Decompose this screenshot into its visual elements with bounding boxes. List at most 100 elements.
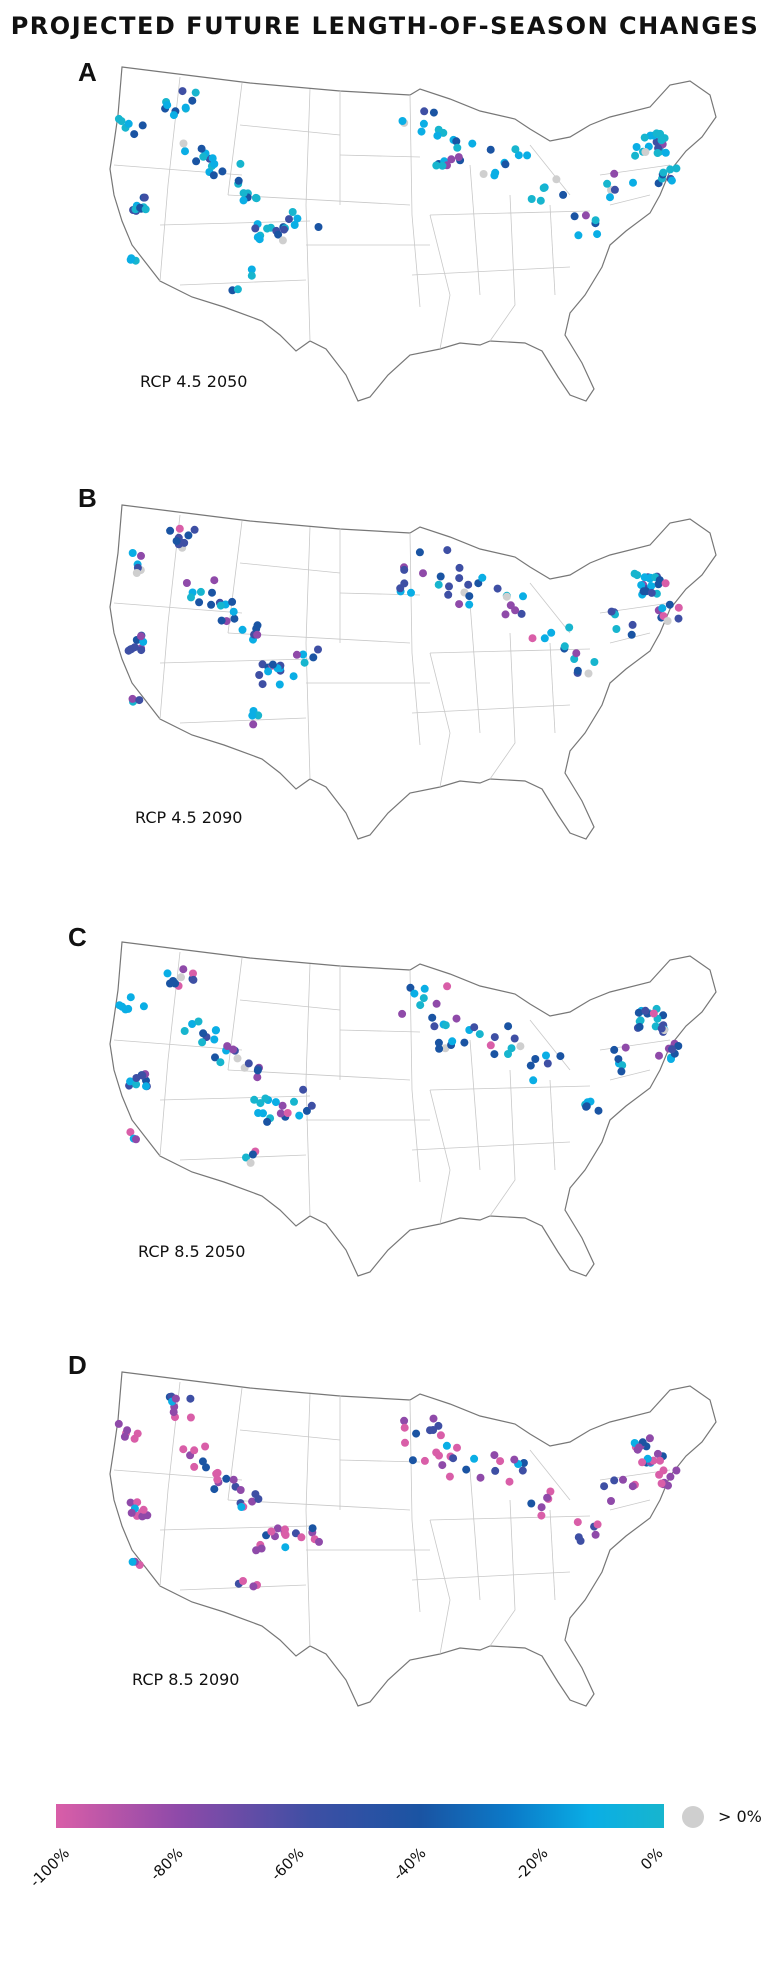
panel-letter: B [78,483,97,513]
site-dot [222,1474,231,1483]
state-boundary [227,82,243,196]
site-dot [218,167,227,176]
site-dot [251,224,260,233]
site-dot [127,1508,136,1517]
site-dot [130,643,139,652]
state-boundary [159,220,311,226]
site-dot [523,151,532,160]
site-dot [665,600,674,609]
state-boundary [339,592,421,596]
site-dot [573,1518,582,1527]
site-dot [434,1421,443,1430]
site-dot [645,1434,654,1443]
site-dot [630,569,639,578]
site-dot [636,1016,645,1025]
site-dot [419,119,428,128]
state-boundary [411,704,571,714]
map-group [109,504,717,840]
site-dot [582,1102,591,1111]
site-dot [647,588,656,597]
site-dot [420,1456,429,1465]
site-dot [640,133,649,142]
site-dot [263,1117,272,1126]
site-dot [126,1128,135,1137]
site-dot [540,634,549,643]
site-dot [207,600,216,609]
state-boundary [429,652,451,788]
site-dot [659,168,668,177]
state-boundary [489,1499,516,1647]
site-dot [199,1029,208,1038]
site-dot [249,720,258,729]
site-dot [496,1457,505,1466]
site-dot [123,1426,132,1435]
site-dot [114,1419,123,1428]
site-dot [653,1449,662,1458]
site-dot [179,139,188,148]
site-dot [297,1533,306,1542]
state-boundary [529,582,571,634]
site-dot [171,1394,180,1403]
site-dot [242,1153,250,1162]
site-dot [641,1006,650,1015]
site-dot [478,573,487,582]
site-dot [132,1074,141,1082]
site-dot [546,1487,555,1496]
site-dot [454,153,463,162]
site-dot [285,215,293,224]
site-dot [455,563,464,572]
site-dot [629,178,637,187]
site-dot [278,236,287,245]
site-dot [263,224,272,233]
site-dot [188,1020,197,1028]
site-dot [128,694,137,703]
site-dot [128,1557,137,1566]
site-dot [657,1479,666,1488]
site-dot [593,230,602,239]
site-dot [229,607,238,616]
site-dot [208,588,216,597]
panel-letter: C [68,922,87,952]
site-dot [210,1485,219,1494]
site-dot [447,155,456,164]
site-dot [197,144,206,153]
site-dot [432,161,441,170]
site-dot [267,1527,276,1536]
site-dot [247,265,256,274]
site-dot [674,1042,683,1050]
site-dot [445,582,453,591]
site-dot [428,1013,437,1022]
site-dot [666,165,675,174]
legend-tick: -80% [146,1844,187,1885]
legend-tick: -60% [267,1844,308,1885]
site-dot [163,969,172,978]
site-dot [415,548,424,557]
site-dot [274,230,283,239]
site-dot [441,1021,450,1030]
state-boundary [469,164,481,296]
site-dot [163,101,172,110]
site-dot [501,160,510,169]
state-boundary [339,1459,421,1463]
state-boundary [239,562,341,574]
site-dot [432,1448,441,1457]
site-dot [195,598,204,607]
site-dot [179,1445,188,1454]
us-map [109,66,717,402]
site-dot [132,1135,140,1144]
map-group [109,941,717,1277]
site-dot [647,582,656,591]
state-boundary [549,1509,556,1601]
site-dot [672,164,681,173]
site-dot [537,1503,546,1512]
positive-change-swatch [682,1806,704,1828]
state-boundary [339,1029,421,1033]
site-dot [516,1042,525,1051]
site-dot [442,1441,451,1450]
site-dot [657,1024,666,1033]
us-map [109,941,717,1277]
site-dot [410,989,419,998]
site-dot [211,1053,219,1062]
site-dot [479,170,488,178]
site-dot [314,645,322,654]
